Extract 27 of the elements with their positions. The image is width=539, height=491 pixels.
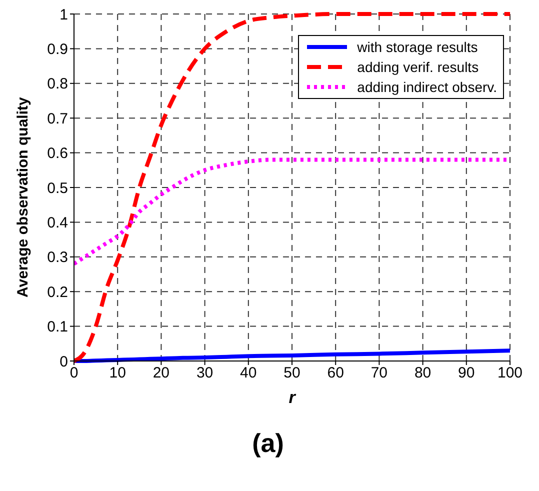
- x-tick-label: 20: [152, 364, 170, 382]
- x-tick-label: 80: [414, 364, 432, 382]
- y-tick-label: 0.6: [47, 145, 68, 162]
- y-tick-label: 0.9: [47, 41, 68, 58]
- x-tick-label: 50: [284, 364, 300, 382]
- y-axis-title: Average observation quality: [14, 96, 32, 298]
- x-axis-title: r: [288, 388, 297, 407]
- x-tick-label: 10: [109, 364, 126, 382]
- legend-label: adding indirect observ.: [357, 78, 497, 97]
- x-tick-label: 90: [458, 364, 475, 382]
- y-tick-label: 0.1: [47, 318, 68, 336]
- y-tick-label: 0.5: [47, 180, 68, 197]
- legend-label: with storage results: [357, 38, 478, 57]
- text: (a): [251, 428, 285, 459]
- x-tick-label: 100: [497, 364, 523, 382]
- x-tick-label: 30: [196, 364, 214, 382]
- y-tick-label: 0.3: [47, 249, 68, 266]
- y-tick-label: 0: [60, 353, 68, 370]
- y-tick-label: 0.8: [47, 76, 68, 93]
- legend-label: adding verif. results: [357, 58, 479, 77]
- y-tick-label: 0.2: [47, 284, 68, 301]
- y-tick-label: 1: [60, 6, 68, 24]
- x-tick-label: 70: [370, 364, 388, 382]
- x-tick-label: 60: [327, 364, 344, 382]
- y-tick-label: 0.7: [47, 110, 68, 128]
- y-tick-label: 0.4: [47, 214, 68, 232]
- x-tick-label: 40: [240, 364, 257, 382]
